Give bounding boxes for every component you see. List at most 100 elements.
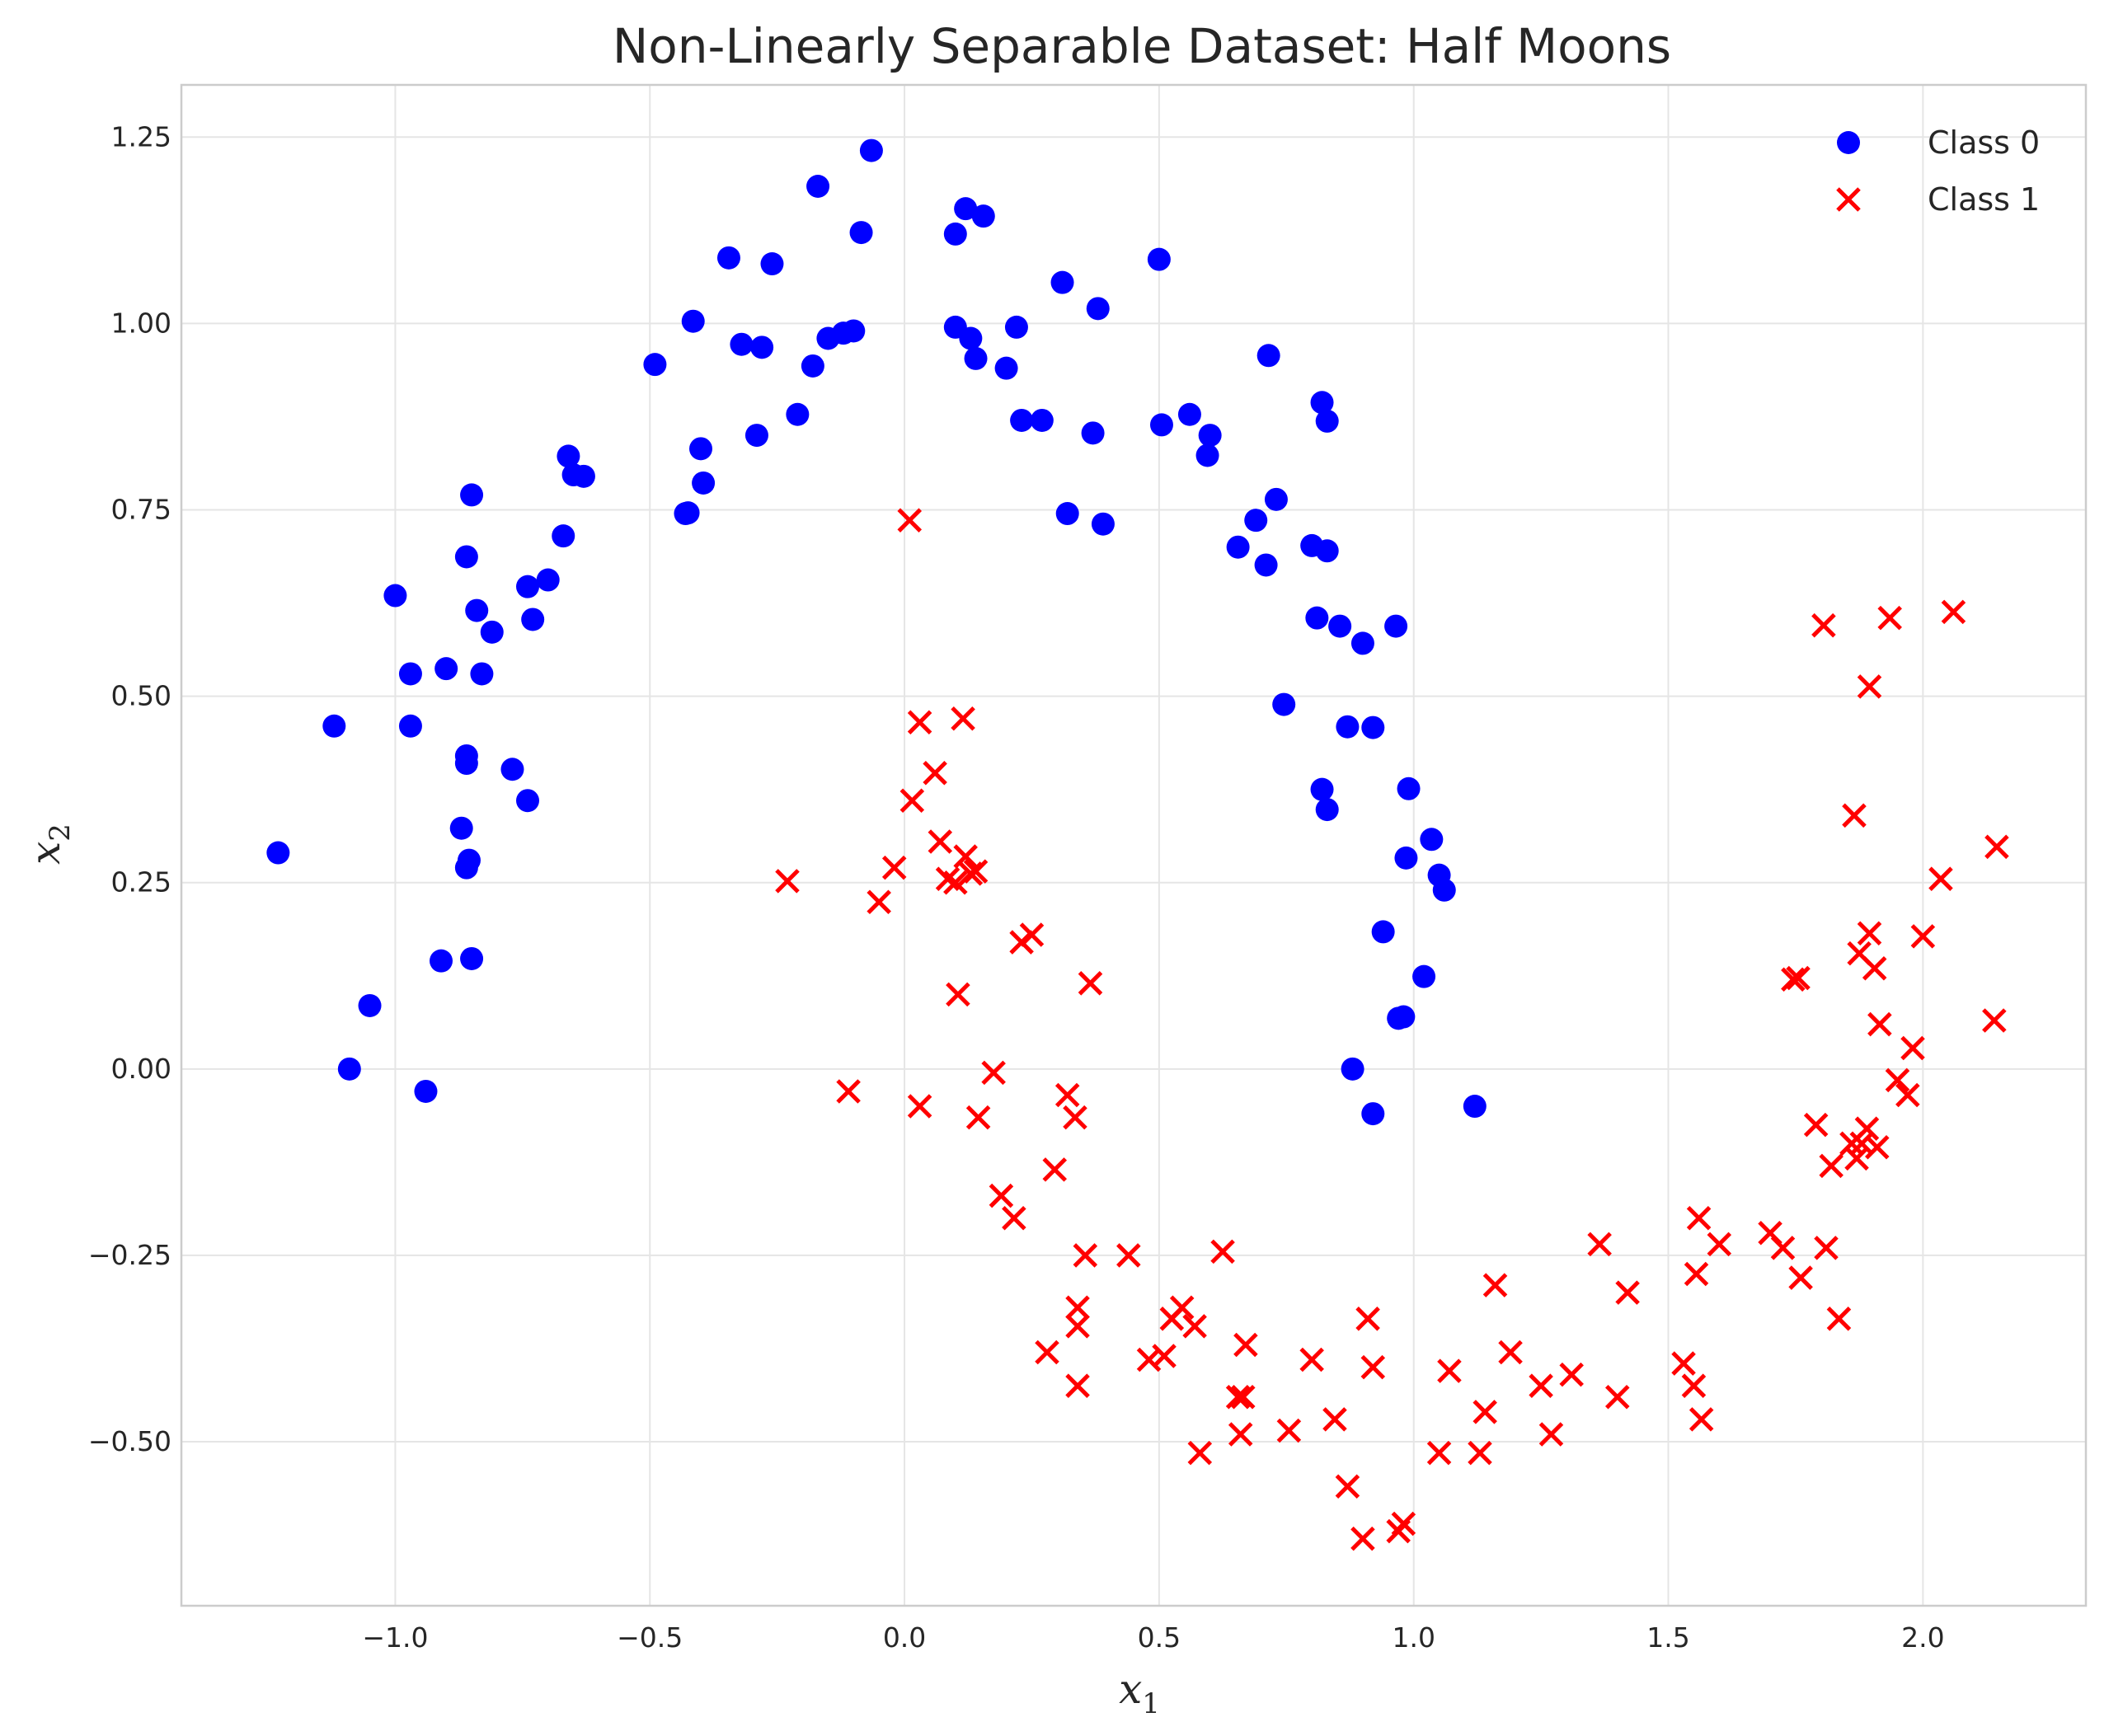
data-point-class-0 bbox=[457, 848, 481, 872]
data-point-class-0 bbox=[1198, 424, 1222, 448]
data-point-class-1 bbox=[1877, 605, 1902, 631]
data-point-class-1 bbox=[1472, 1400, 1497, 1424]
data-point-class-0 bbox=[1315, 539, 1339, 563]
data-point-class-1 bbox=[1819, 1153, 1844, 1179]
data-point-class-0 bbox=[1055, 502, 1079, 526]
y-tick-label: 1.00 bbox=[111, 307, 171, 339]
data-point-class-1 bbox=[1615, 1280, 1640, 1305]
data-point-class-0 bbox=[730, 332, 754, 356]
data-point-class-0 bbox=[434, 657, 458, 681]
data-point-class-0 bbox=[1004, 315, 1028, 339]
data-point-class-1 bbox=[935, 866, 961, 891]
data-point-class-1 bbox=[1862, 955, 1887, 981]
data-point-class-1 bbox=[1867, 1011, 1892, 1037]
data-point-class-0 bbox=[750, 335, 774, 359]
data-point-class-1 bbox=[1276, 1418, 1302, 1443]
data-point-class-0 bbox=[430, 949, 453, 973]
data-point-class-0 bbox=[959, 326, 983, 350]
legend-label-class-0: Class 0 bbox=[1928, 124, 2040, 161]
data-point-class-0 bbox=[1371, 920, 1395, 944]
data-point-class-0 bbox=[470, 662, 494, 686]
data-point-class-1 bbox=[1002, 1205, 1026, 1231]
data-point-class-1 bbox=[1684, 1261, 1709, 1287]
x-tick-label: −0.5 bbox=[617, 1621, 683, 1654]
data-point-class-0 bbox=[1310, 391, 1334, 415]
data-point-class-0 bbox=[398, 662, 422, 686]
legend-label-class-1: Class 1 bbox=[1928, 181, 2040, 218]
y-axis-label: x2 bbox=[21, 823, 77, 865]
x-tick-label: 2.0 bbox=[1901, 1621, 1944, 1654]
y-axis-ticks: −0.50 −0.25 0.00 0.25 0.50 0.75 1.00 1.25 bbox=[88, 120, 171, 1457]
data-point-class-1 bbox=[1941, 599, 1966, 625]
data-point-class-1 bbox=[1035, 1340, 1059, 1365]
data-point-class-1 bbox=[923, 761, 947, 786]
data-point-class-0 bbox=[643, 353, 667, 377]
data-point-class-0 bbox=[1010, 408, 1034, 432]
data-point-class-1 bbox=[1228, 1422, 1253, 1447]
data-point-class-0 bbox=[465, 598, 489, 622]
data-point-class-0 bbox=[1432, 878, 1456, 902]
data-point-class-0 bbox=[500, 758, 524, 781]
data-point-class-1 bbox=[1299, 1347, 1324, 1372]
y-axis-label-main: x bbox=[21, 842, 69, 865]
x-tick-label: −1.0 bbox=[362, 1621, 428, 1654]
data-point-class-1 bbox=[1842, 803, 1867, 828]
data-point-class-1 bbox=[907, 710, 932, 735]
data-point-class-1 bbox=[1885, 1067, 1910, 1093]
y-tick-label: 0.75 bbox=[111, 494, 171, 526]
data-point-class-0 bbox=[744, 424, 768, 448]
data-point-class-0 bbox=[1272, 692, 1296, 716]
data-point-class-0 bbox=[689, 437, 712, 461]
data-point-class-1 bbox=[907, 1094, 932, 1119]
data-point-class-1 bbox=[1689, 1407, 1714, 1432]
data-point-class-1 bbox=[1811, 612, 1836, 638]
data-point-class-0 bbox=[1177, 402, 1201, 426]
data-point-class-0 bbox=[1392, 1005, 1416, 1029]
data-point-class-0 bbox=[1394, 846, 1418, 870]
data-point-class-1 bbox=[1187, 1440, 1213, 1466]
data-point-class-1 bbox=[1982, 1008, 2007, 1033]
data-point-class-1 bbox=[1225, 1384, 1251, 1410]
data-point-class-1 bbox=[1116, 1243, 1141, 1268]
data-point-class-1 bbox=[1895, 1082, 1920, 1108]
data-point-class-0 bbox=[681, 309, 705, 333]
data-point-class-0 bbox=[1226, 535, 1250, 559]
y-tick-label: −0.25 bbox=[88, 1239, 171, 1271]
data-point-class-0 bbox=[552, 524, 575, 548]
data-point-class-1 bbox=[1900, 1035, 1925, 1061]
data-point-class-1 bbox=[1355, 1307, 1380, 1331]
data-point-class-1 bbox=[1169, 1295, 1195, 1321]
x-tick-label: 1.5 bbox=[1646, 1621, 1689, 1654]
data-point-class-0 bbox=[460, 483, 484, 507]
data-point-class-1 bbox=[1231, 1384, 1256, 1410]
data-point-class-0 bbox=[716, 246, 740, 270]
y-tick-label: 0.25 bbox=[111, 866, 171, 898]
data-point-class-1 bbox=[1054, 1082, 1080, 1108]
data-points bbox=[266, 138, 2009, 1551]
data-point-class-0 bbox=[1244, 509, 1268, 533]
x-axis-ticks: −1.0 −0.5 0.0 0.5 1.0 1.5 2.0 bbox=[362, 1621, 1944, 1654]
data-point-class-0 bbox=[571, 464, 595, 488]
data-point-class-1 bbox=[1065, 1295, 1090, 1321]
data-point-class-1 bbox=[881, 855, 907, 880]
data-point-class-0 bbox=[786, 402, 810, 426]
x-axis-label-subscript: 1 bbox=[1142, 1687, 1160, 1720]
data-point-class-0 bbox=[398, 714, 422, 738]
data-point-class-0 bbox=[557, 444, 580, 468]
data-point-class-0 bbox=[480, 620, 504, 644]
data-point-class-1 bbox=[1529, 1373, 1553, 1398]
data-point-class-1 bbox=[1707, 1232, 1732, 1257]
data-point-class-0 bbox=[1310, 777, 1334, 801]
y-tick-label: 0.50 bbox=[111, 680, 171, 712]
x-axis-label-main: x bbox=[1119, 1665, 1142, 1713]
data-point-class-1 bbox=[1788, 1265, 1813, 1290]
data-point-class-0 bbox=[1341, 1057, 1364, 1081]
data-point-class-1 bbox=[1468, 1440, 1492, 1466]
data-point-class-1 bbox=[1814, 1236, 1839, 1260]
data-point-class-1 bbox=[951, 706, 975, 731]
data-point-class-1 bbox=[1210, 1239, 1235, 1264]
data-point-class-0 bbox=[460, 946, 484, 970]
chart-title: Non-Linearly Separable Dataset: Half Moo… bbox=[613, 18, 1671, 74]
data-point-class-0 bbox=[358, 993, 382, 1017]
data-point-class-0 bbox=[954, 197, 978, 221]
